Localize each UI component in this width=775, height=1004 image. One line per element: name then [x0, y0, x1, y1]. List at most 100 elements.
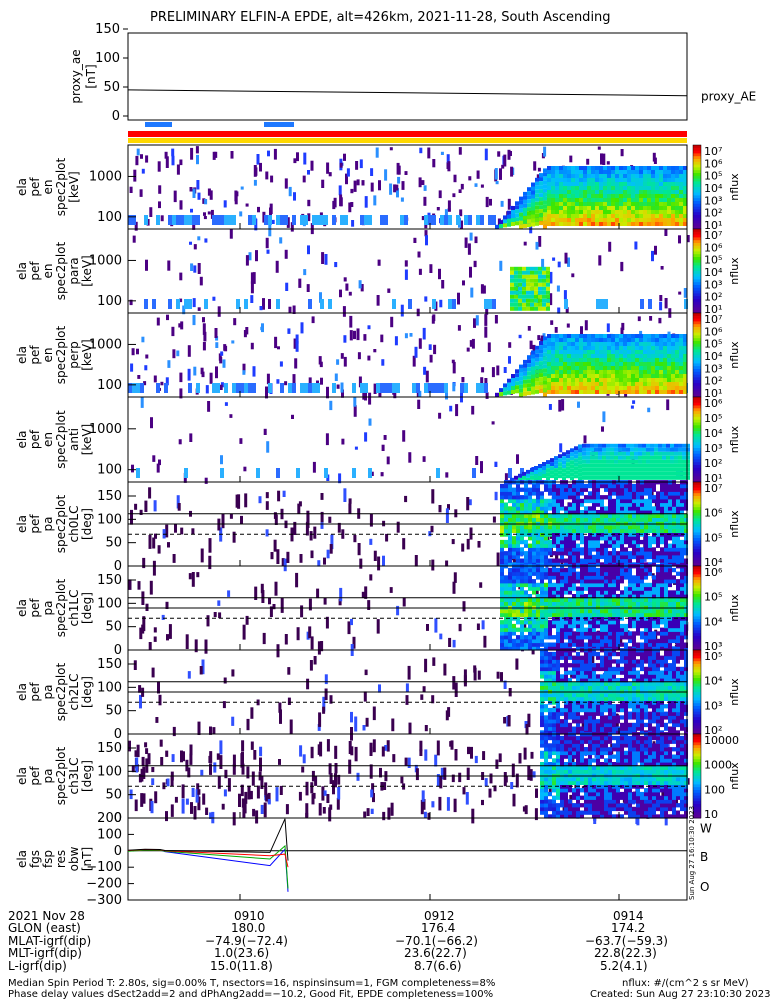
spectrogram-pixel — [683, 378, 687, 382]
spectrogram-pixel — [510, 303, 514, 307]
spectrogram-pixel — [683, 342, 687, 346]
spectrogram-pixel — [440, 215, 444, 225]
spectrogram-pixel — [270, 176, 273, 183]
spectrogram-pixel — [632, 506, 636, 510]
spectrogram-pixel — [364, 383, 368, 393]
spectrogram-pixel — [546, 279, 550, 283]
spectrogram-pixel — [578, 452, 582, 456]
spectrogram-pixel — [380, 335, 383, 343]
spectrogram-pixel — [510, 267, 514, 271]
spectrogram-pixel — [571, 190, 575, 194]
spectrogram-pixel — [611, 342, 615, 346]
spectrogram-pixel — [632, 587, 636, 591]
spectrogram-pixel — [551, 386, 555, 390]
spectrogram-pixel — [582, 460, 586, 464]
spectrogram-pixel — [663, 390, 667, 394]
spectrogram-pixel — [619, 346, 623, 350]
spectrogram-pixel — [350, 330, 353, 340]
spectrogram-pixel — [630, 456, 634, 460]
spectrogram-pixel — [671, 194, 675, 198]
spectrogram-pixel — [378, 180, 381, 190]
spectrogram-pixel — [439, 505, 442, 512]
spectrogram-pixel — [500, 575, 504, 579]
spectrogram-pixel — [623, 194, 627, 198]
spectrogram-pixel — [651, 366, 655, 370]
spectrogram-pixel — [564, 587, 568, 591]
spectrogram-pixel — [596, 572, 600, 576]
spectrogram-pixel — [543, 147, 546, 157]
spectrogram-pixel — [628, 587, 632, 591]
spectrogram-pixel — [594, 468, 598, 472]
spectrogram-pixel — [536, 484, 540, 488]
spectrogram-pixel — [536, 624, 540, 628]
spectrogram-pixel — [588, 575, 592, 579]
spectrogram-pixel — [508, 514, 512, 518]
spectrogram-pixel — [619, 350, 623, 354]
spectrogram-pixel — [520, 488, 524, 492]
spectrogram-pixel — [504, 583, 508, 587]
spectrogram-pixel — [648, 484, 652, 488]
spectrogram-pixel — [524, 551, 528, 555]
spectrogram-pixel — [636, 575, 640, 579]
spectrogram-pixel — [602, 411, 605, 422]
spectrogram-pixel — [591, 378, 595, 382]
spectrogram-pixel — [596, 587, 600, 591]
spectrogram-pixel — [576, 536, 580, 540]
spectrogram-pixel — [624, 643, 628, 647]
spectrogram-pixel — [583, 198, 587, 202]
spectrogram-pixel — [504, 579, 508, 583]
spectrogram-pixel — [631, 334, 635, 338]
spectrogram-pixel — [656, 514, 660, 518]
spectrogram-pixel — [619, 182, 623, 186]
spectrogram-pixel — [568, 503, 572, 507]
spectrogram-pixel — [672, 559, 676, 563]
spectrogram-pixel — [504, 529, 508, 533]
spectrogram-pixel — [536, 635, 540, 639]
spectrogram-pixel — [640, 643, 644, 647]
spectrogram-pixel — [604, 605, 608, 609]
spectrogram-pixel — [592, 575, 596, 579]
spectrogram-pixel — [622, 472, 626, 476]
spectrogram-pixel — [559, 202, 563, 206]
spectrogram-pixel — [552, 602, 556, 606]
spectrogram-pixel — [650, 468, 654, 472]
spectrogram-pixel — [600, 598, 604, 602]
colorbar-tick-label: 10⁵ — [704, 170, 722, 183]
spectrogram-pixel — [543, 380, 547, 384]
spectrogram-pixel — [524, 628, 528, 632]
spectrogram-pixel — [611, 382, 615, 386]
spectrogram-pixel — [531, 391, 535, 395]
spectrogram-pixel — [524, 568, 528, 572]
spectrogram-pixel — [539, 353, 543, 357]
spectrogram-pixel — [644, 628, 648, 632]
spectrogram-pixel — [563, 362, 567, 366]
spectrogram-pixel — [540, 602, 544, 606]
spectrogram-pixel — [508, 551, 512, 555]
spectrogram-pixel — [518, 279, 522, 283]
spectrogram-pixel — [551, 182, 555, 186]
spectrogram-pixel — [607, 206, 611, 210]
spectrogram-pixel — [571, 210, 575, 214]
spectrogram-pixel — [547, 182, 551, 186]
spectrogram-pixel — [462, 280, 465, 285]
pitch-tick-label: 50 — [105, 536, 122, 551]
spectrogram-pixel — [632, 631, 636, 635]
spectrogram-pixel — [548, 540, 552, 544]
spectrogram-pixel — [202, 317, 205, 322]
spectrogram-pixel — [555, 342, 559, 346]
spectrogram-pixel — [524, 643, 528, 647]
spectrogram-pixel — [608, 572, 612, 576]
spectrogram-pixel — [538, 476, 542, 480]
spectrogram-pixel — [664, 484, 668, 488]
spectrogram-pixel — [540, 628, 544, 632]
spectrogram-pixel — [636, 544, 640, 548]
spectrogram-pixel — [542, 275, 546, 279]
spectrogram-pixel — [559, 198, 563, 202]
spectrogram-pixel — [584, 631, 588, 635]
data-coverage-segment — [264, 122, 294, 127]
spectrogram-pixel — [289, 187, 292, 196]
spectrogram-pixel — [569, 156, 572, 163]
spectrogram-pixel — [550, 458, 554, 462]
spectrogram-pixel — [277, 346, 280, 349]
